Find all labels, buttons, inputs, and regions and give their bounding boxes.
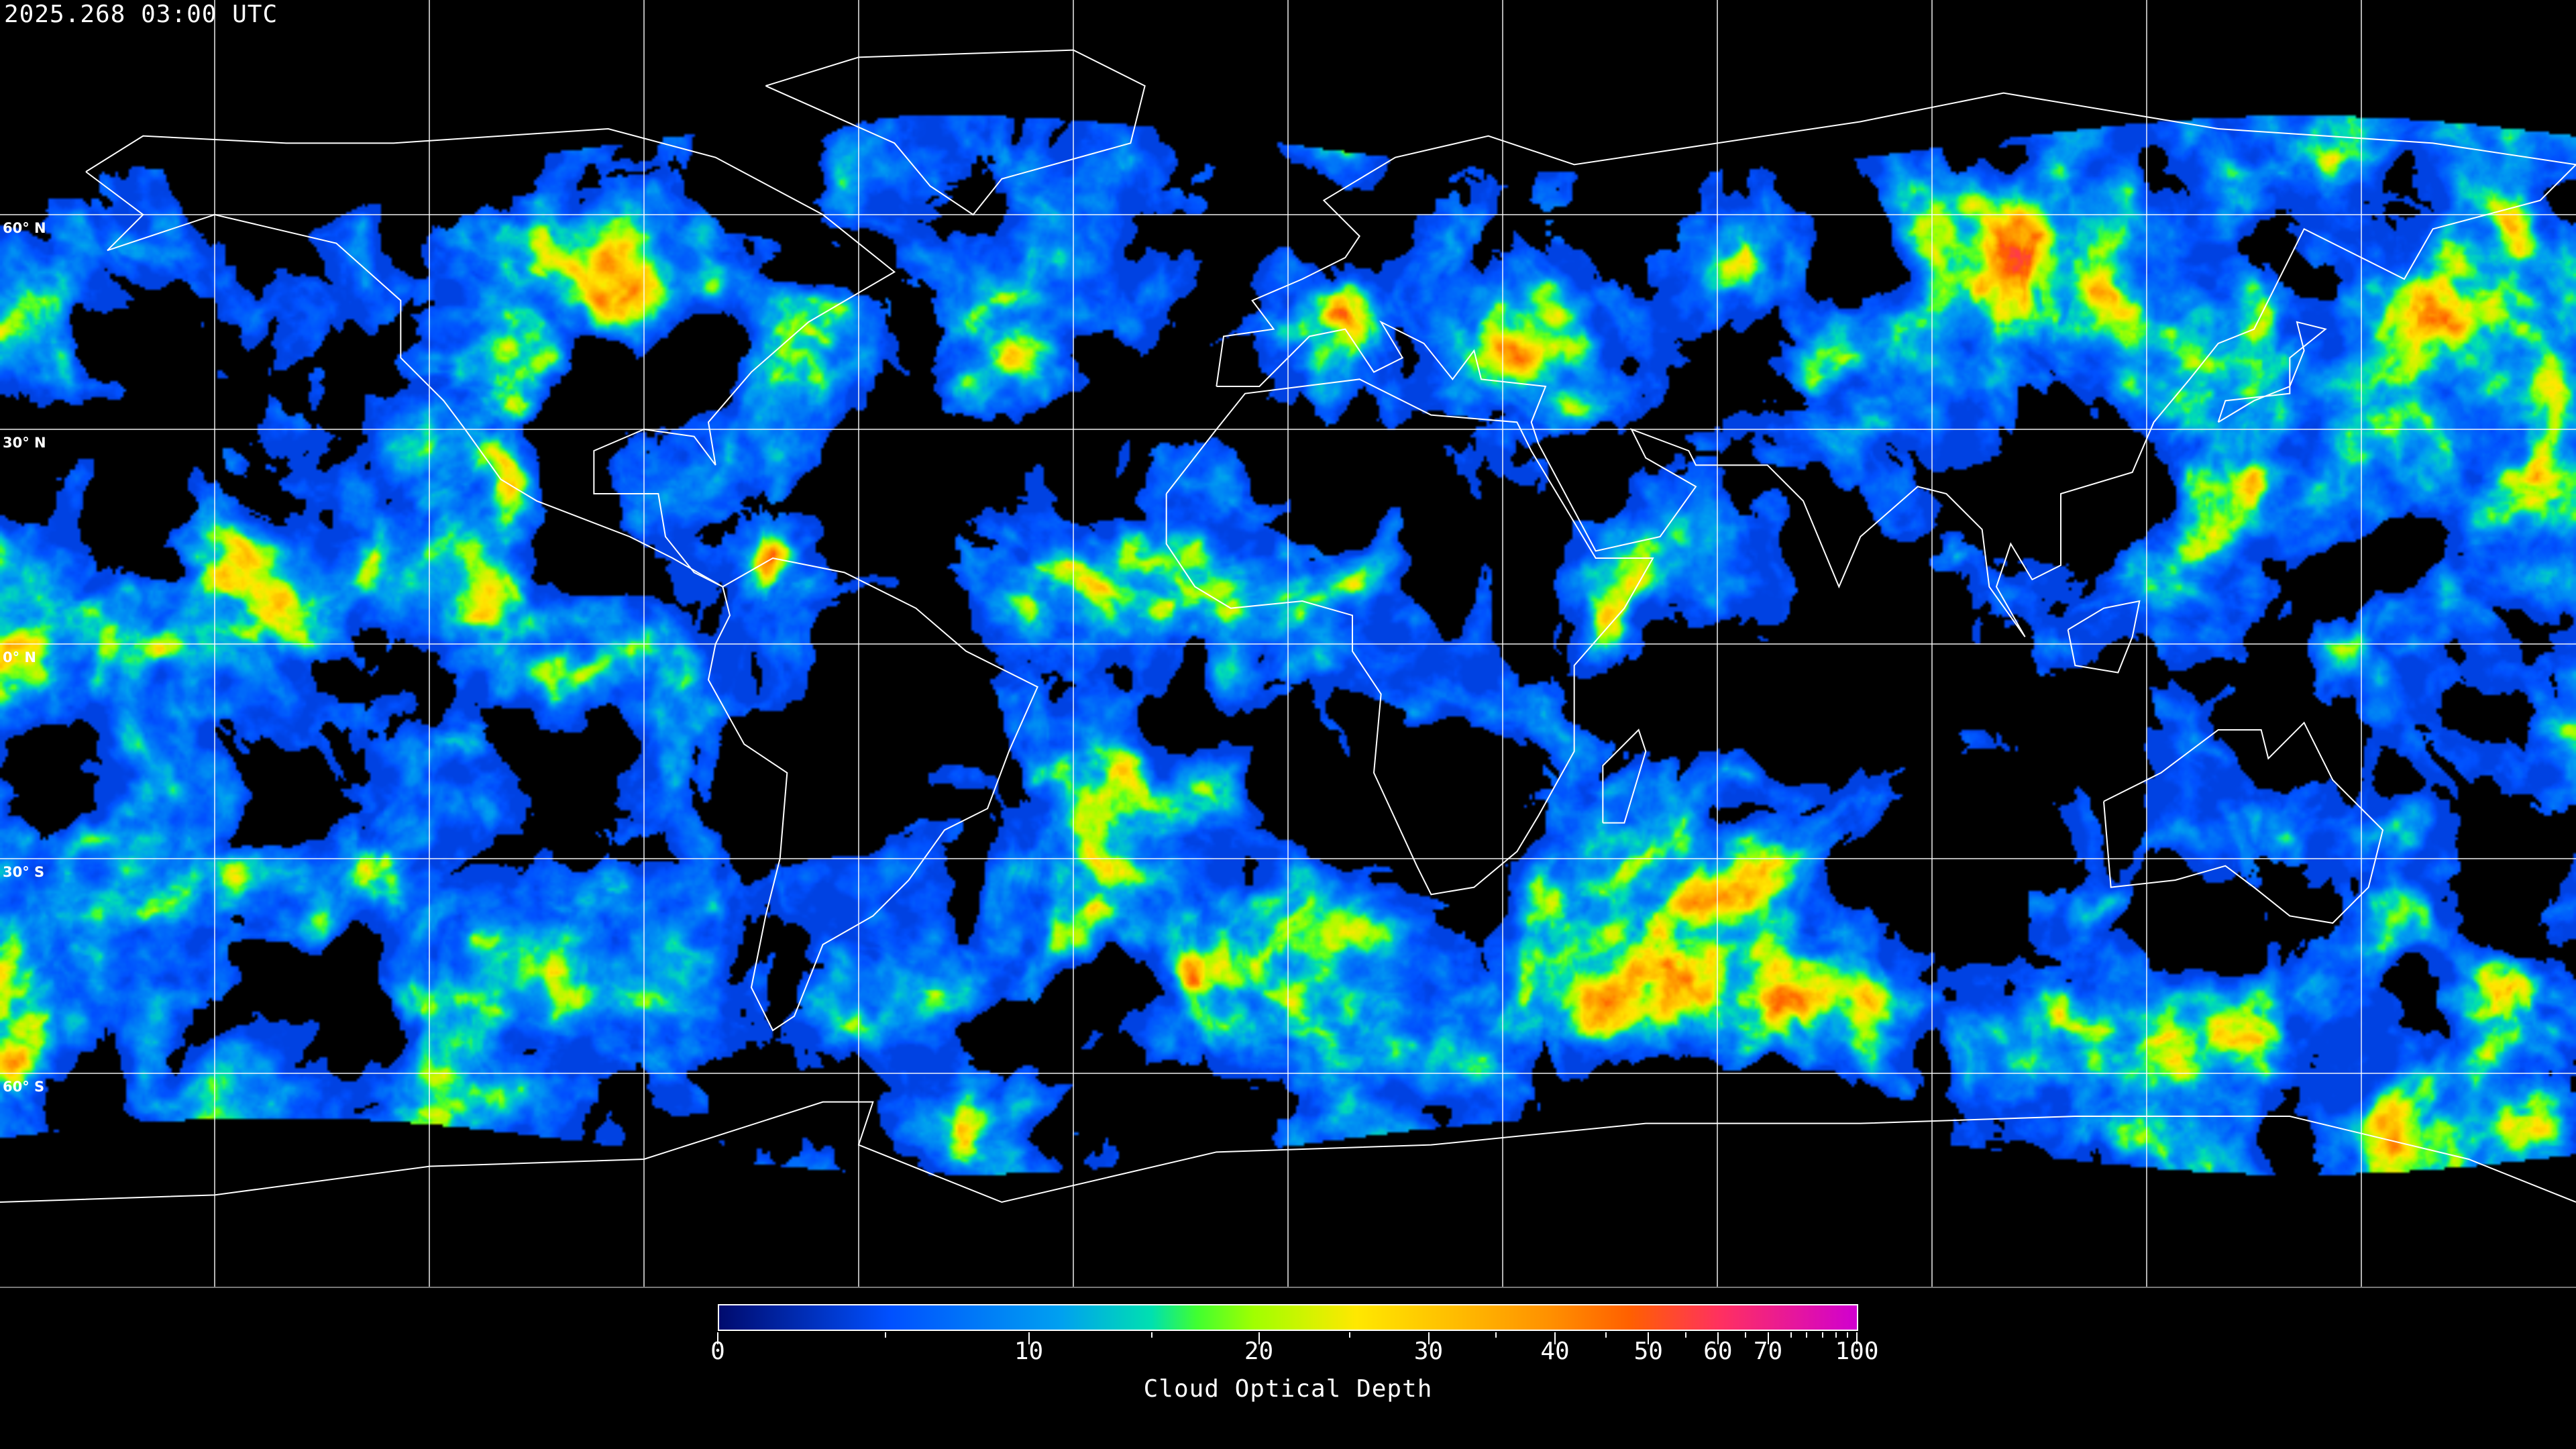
coastline-antarctica — [0, 1101, 2576, 1203]
timestamp: 2025.268 03:00 UTC — [4, 1, 278, 28]
colorbar-tick-label: 20 — [1244, 1338, 1274, 1365]
latitude-label: 30° N — [3, 435, 46, 451]
colorbar-major-tick — [1648, 1332, 1650, 1344]
colorbar-tick-label: 70 — [1753, 1338, 1783, 1365]
colorbar-major-tick — [1856, 1332, 1858, 1344]
colorbar-minor-tick — [1835, 1332, 1837, 1338]
colorbar-major-tick — [717, 1332, 718, 1344]
colorbar-major-tick — [1028, 1332, 1030, 1344]
colorbar-minor-tick — [1744, 1332, 1746, 1338]
coastlines — [0, 49, 2576, 1203]
colorbar-minor-tick — [1790, 1332, 1792, 1338]
colorbar-tick-label: 10 — [1014, 1338, 1044, 1365]
colorbar-major-tick — [1554, 1332, 1556, 1344]
map-bottom-border — [0, 1287, 2576, 1288]
map-panel: 60° N 30° N 0° N 30° S 60° S — [0, 0, 2576, 1288]
colorbar-minor-tick — [1605, 1332, 1607, 1338]
colorbar-minor-tick — [1349, 1332, 1351, 1338]
colorbar-tick-label: 100 — [1835, 1338, 1879, 1365]
colorbar-major-tick — [1717, 1332, 1719, 1344]
latitude-label: 60° N — [3, 220, 46, 236]
colorbar-major-tick — [1767, 1332, 1769, 1344]
coastline-australia — [2103, 721, 2384, 924]
coastline-borneo — [2067, 600, 2141, 674]
colorbar-tick-label: 30 — [1413, 1338, 1444, 1365]
colorbar-minor-tick — [1822, 1332, 1824, 1338]
latitude-label: 60° S — [3, 1079, 45, 1095]
colorbar-minor-tick — [1847, 1332, 1849, 1338]
coastline-madagascar — [1602, 729, 1647, 824]
coastline-japan — [2217, 321, 2327, 423]
latitude-label: 0° N — [3, 649, 36, 665]
colorbar-title: Cloud Optical Depth — [1143, 1375, 1433, 1403]
coastline-greenland — [765, 49, 1146, 216]
colorbar-major-tick — [1258, 1332, 1260, 1344]
colorbar-tick-label: 60 — [1703, 1338, 1733, 1365]
colorbar-minor-tick — [1150, 1332, 1152, 1338]
colorbar-minor-tick — [1495, 1332, 1497, 1338]
colorbar-minor-tick — [1685, 1332, 1687, 1338]
colorbar-major-tick — [1428, 1332, 1430, 1344]
coastline-eurasia — [1216, 92, 2576, 637]
latitude-label: 30° S — [3, 864, 45, 880]
graticule — [0, 0, 2576, 1288]
colorbar-tick-label: 0 — [710, 1338, 725, 1365]
colorbar-tick-label: 50 — [1633, 1338, 1663, 1365]
colorbar — [718, 1304, 1858, 1331]
colorbar-minor-tick — [884, 1332, 886, 1338]
map-overlay — [0, 0, 2576, 1288]
colorbar-tick-label: 40 — [1540, 1338, 1570, 1365]
colorbar-minor-tick — [1806, 1332, 1808, 1338]
coastline-north-america — [85, 127, 896, 588]
coastline-south-america — [707, 557, 1038, 1032]
coastline-africa — [1165, 378, 1654, 896]
